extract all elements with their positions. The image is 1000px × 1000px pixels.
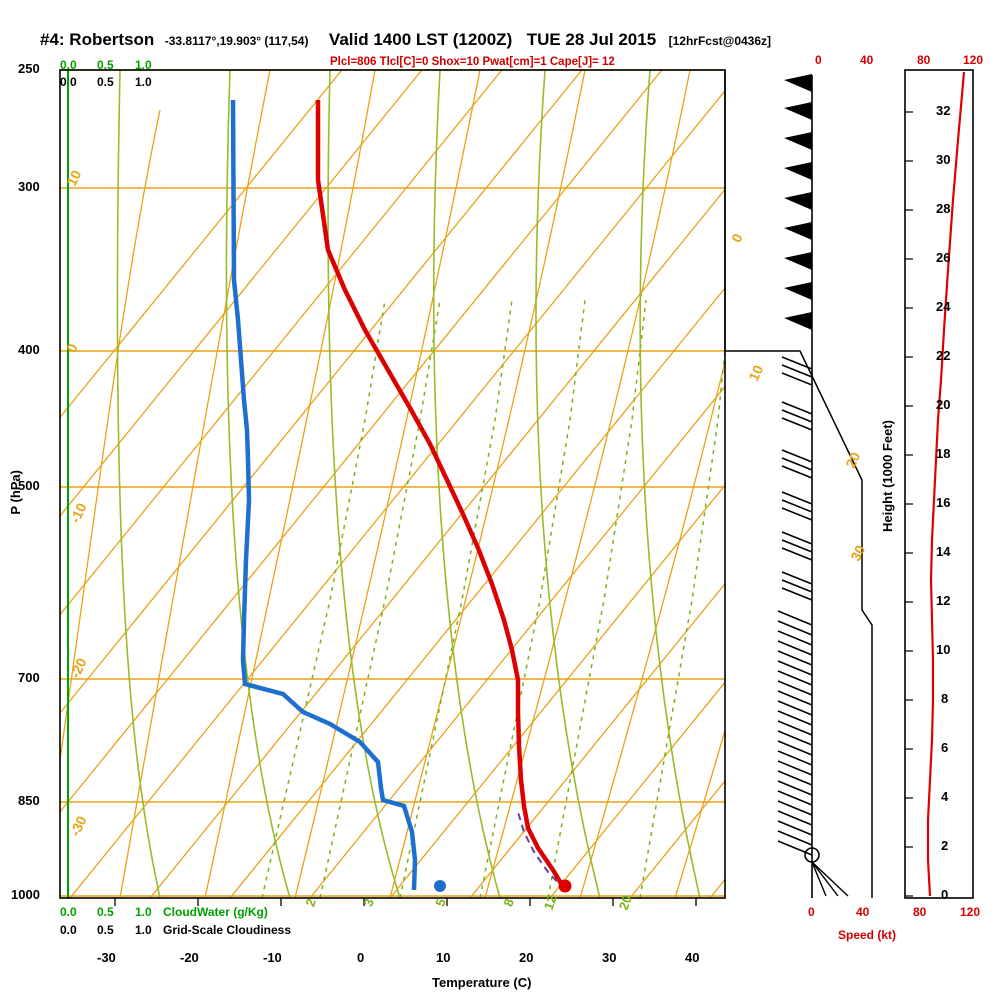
speed-top-tick-0: 0	[815, 53, 822, 67]
temperature-tick-20: 20	[519, 950, 534, 965]
height-tick-6: 6	[941, 740, 949, 755]
temperature-tick-neg10: -10	[263, 950, 282, 965]
height-tick-22: 22	[936, 348, 951, 363]
indices-line: Plcl=806 Tlcl[C]=0 Shox=10 Pwat[cm]=1 Ca…	[330, 56, 615, 68]
valid-time: Valid 1400 LST (1200Z)	[328, 30, 513, 49]
speed-bottom-tick-0: 0	[808, 905, 815, 919]
cloudiness-top-tick-2: 1.0	[135, 75, 152, 89]
temperature-axis-ticks	[114, 898, 697, 906]
speed-bottom-tick-3: 120	[960, 905, 981, 919]
temperature-tick-40: 40	[685, 950, 700, 965]
temperature-tick-neg30: -30	[97, 950, 116, 965]
height-tick-30: 30	[936, 152, 951, 167]
speed-axis-label: Speed (kt)	[838, 928, 897, 942]
height-tick-0: 0	[941, 887, 949, 902]
skewt-frame	[59, 69, 726, 899]
pressure-tick-250: 250	[18, 61, 40, 76]
height-tick-12: 12	[936, 593, 951, 608]
pressure-axis-label: P (hPa)	[8, 470, 23, 515]
station-title: #4: Robertson	[40, 30, 155, 49]
temperature-tick-10: 10	[436, 950, 451, 965]
height-tick-14: 14	[936, 544, 951, 559]
surface-temperature-marker	[558, 879, 572, 893]
height-tick-20: 20	[936, 397, 951, 412]
cloudwater-top-tick-2: 1.0	[135, 58, 152, 72]
surface-dewpoint-marker	[434, 880, 446, 892]
height-tick-24: 24	[936, 299, 951, 314]
height-panel-frame	[904, 69, 974, 899]
cloudiness-bottom-tick-1: 0.5	[97, 923, 114, 937]
height-tick-32: 32	[936, 103, 951, 118]
valid-date: TUE 28 Jul 2015	[526, 30, 657, 49]
pressure-tick-850: 850	[18, 793, 40, 808]
pressure-tick-1000: 1000	[11, 887, 40, 902]
speed-top-tick-3: 120	[963, 53, 984, 67]
cloudwater-axis-label: CloudWater (g/Kg)	[163, 905, 268, 919]
cloudwater-bottom-tick-1: 0.5	[97, 905, 114, 919]
cloudwater-top-tick-0: 0.0	[60, 58, 77, 72]
cloudwater-bottom-tick-0: 0.0	[60, 905, 77, 919]
saturated-adiabat-lines	[116, 70, 701, 898]
height-tick-26: 26	[936, 250, 951, 265]
height-tick-16: 16	[936, 495, 951, 510]
dewpoint-profile	[230, 99, 418, 891]
cloudiness-axis-label: Grid-Scale Cloudiness	[163, 923, 292, 937]
temperature-axis-label: Temperature (C)	[432, 975, 532, 990]
height-tick-8: 8	[941, 691, 949, 706]
height-tick-2: 2	[941, 838, 949, 853]
cloudwater-top-tick-1: 0.5	[97, 58, 114, 72]
cloudiness-bottom-tick-2: 1.0	[135, 923, 152, 937]
height-axis-label: Height (1000 Feet)	[880, 420, 895, 532]
speed-bottom-tick-2: 80	[913, 905, 927, 919]
cloudiness-bottom-tick-0: 0.0	[60, 923, 77, 937]
forecast-tag: [12hrFcst@0436z]	[668, 34, 772, 48]
pressure-tick-400: 400	[18, 342, 40, 357]
chart-header: #4: Robertson -33.8117°,19.903° (117,54)…	[40, 30, 771, 50]
pressure-tick-500: 500	[18, 478, 40, 493]
pressure-tick-700: 700	[18, 670, 40, 685]
isotherm-lines	[60, 70, 725, 898]
wind-barbs	[777, 74, 849, 898]
mixing-ratio-lines	[261, 299, 725, 898]
temperature-tick-30: 30	[602, 950, 617, 965]
cloudiness-top-tick-1: 0.5	[97, 75, 114, 89]
parcel-profile	[517, 811, 566, 891]
pressure-tick-300: 300	[18, 179, 40, 194]
dry-adiabat-lines	[60, 70, 725, 898]
cloudwater-bottom-tick-2: 1.0	[135, 905, 152, 919]
speed-bottom-tick-1: 40	[856, 905, 870, 919]
height-tick-28: 28	[936, 201, 951, 216]
temperature-tick-neg20: -20	[180, 950, 199, 965]
wind-panel-outline	[724, 70, 873, 898]
speed-top-tick-1: 40	[860, 53, 874, 67]
speed-top-tick-2: 80	[917, 53, 931, 67]
temperature-tick-0: 0	[357, 950, 365, 965]
height-tick-18: 18	[936, 446, 951, 461]
height-tick-10: 10	[936, 642, 951, 657]
height-axis-ticks	[905, 111, 913, 897]
height-curve	[926, 71, 966, 897]
temperature-profile	[315, 100, 567, 892]
height-tick-4: 4	[941, 789, 949, 804]
station-coords: -33.8117°,19.903° (117,54)	[164, 34, 309, 48]
